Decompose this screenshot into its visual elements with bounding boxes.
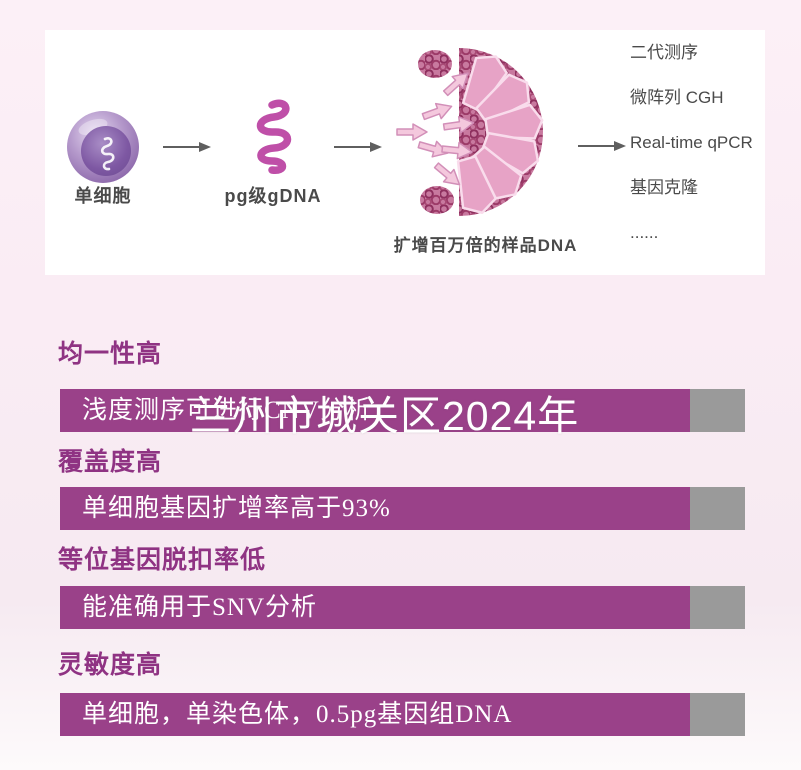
feature-bar-text: 浅度测序可进行CNV分析 <box>82 397 372 424</box>
feature-bar-text: 能准确用于SNV分析 <box>82 594 318 621</box>
feature-bar-uniformity: 浅度测序可进行CNV分析 <box>60 389 745 432</box>
amplified-dna-label: 扩增百万倍的样品DNA <box>393 236 578 255</box>
feature-bar-fill: 单细胞，单染色体，0.5pg基因组DNA <box>60 693 690 736</box>
feature-bar-end-cap <box>690 487 745 530</box>
feature-bar-text: 单细胞，单染色体，0.5pg基因组DNA <box>82 701 513 728</box>
feature-title-allele-dropout: 等位基因脱扣率低 <box>58 547 267 574</box>
arrow-right-icon <box>163 142 211 152</box>
feature-bar-end-cap <box>690 693 745 736</box>
application-item: ...... <box>630 223 659 242</box>
arrow-right-icon <box>334 142 382 152</box>
application-item: 基因克隆 <box>630 178 698 197</box>
feature-title-sensitivity: 灵敏度高 <box>58 652 163 679</box>
application-item: 微阵列 CGH <box>630 88 724 107</box>
application-item: Real-time qPCR <box>630 133 753 152</box>
feature-bar-end-cap <box>690 586 745 629</box>
gdna-squiggle-icon <box>256 99 292 174</box>
feature-bar-fill: 单细胞基因扩增率高于93% <box>60 487 690 530</box>
feature-bar-end-cap <box>690 389 745 432</box>
feature-title-uniformity: 均一性高 <box>58 341 163 368</box>
applications-list: 二代测序 微阵列 CGH Real-time qPCR 基因克隆 ...... <box>630 44 753 269</box>
feature-bar-allele-dropout: 能准确用于SNV分析 <box>60 586 745 629</box>
feature-bar-text: 单细胞基因扩增率高于93% <box>82 495 391 522</box>
watermark-text: 兰州市城关区2024年 <box>190 393 580 439</box>
single-cell-label: 单细胞 <box>74 186 132 206</box>
feature-bar-coverage: 单细胞基因扩增率高于93% <box>60 487 745 530</box>
amplified-dna-fan-icon <box>396 47 546 219</box>
single-cell-icon <box>67 111 139 183</box>
workflow-diagram-panel: 单细胞 pg级gDNA <box>45 30 765 275</box>
application-item: 二代测序 <box>630 43 698 62</box>
feature-bar-sensitivity: 单细胞，单染色体，0.5pg基因组DNA <box>60 693 745 736</box>
feature-title-coverage: 覆盖度高 <box>58 449 163 476</box>
gdna-label: pg级gDNA <box>224 186 322 206</box>
feature-bar-fill: 浅度测序可进行CNV分析 <box>60 389 690 432</box>
arrow-right-icon <box>578 141 626 151</box>
feature-bar-fill: 能准确用于SNV分析 <box>60 586 690 629</box>
